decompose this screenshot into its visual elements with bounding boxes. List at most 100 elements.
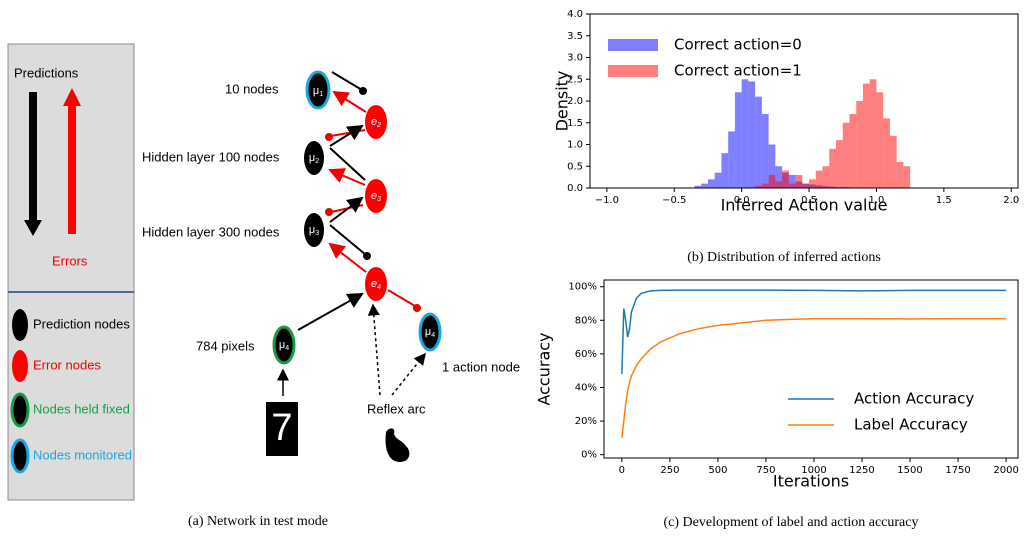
legend-swatch (608, 39, 658, 51)
y-tick-label: 3.0 (567, 53, 583, 64)
histogram-bar (829, 149, 836, 188)
connection (330, 244, 366, 272)
y-axis-label: Density (553, 71, 572, 132)
layer-label: 784 pixels (196, 338, 255, 353)
histogram-bar (903, 166, 910, 188)
x-tick-label: 1500 (897, 465, 922, 476)
histogram-bar (876, 92, 883, 188)
panel-a: Predictions Errors Prediction nodes Erro… (8, 44, 520, 529)
connection (332, 72, 362, 90)
histogram-bar (883, 118, 890, 188)
histogram-bar (735, 92, 742, 188)
legend-text: Errors (52, 253, 88, 268)
node-index: 4 (431, 332, 435, 339)
layer-label: 1 action node (442, 359, 520, 374)
connection (330, 198, 362, 222)
x-tick-label: 500 (708, 465, 727, 476)
histogram-bar (796, 175, 803, 188)
caption: (a) Network in test mode (188, 514, 328, 529)
connection (298, 294, 362, 330)
histogram-bar (897, 162, 904, 188)
histogram-bar (715, 173, 722, 188)
y-tick-label: 100% (568, 282, 597, 293)
histogram-bar (748, 81, 755, 188)
y-tick-label: 0.0 (567, 183, 583, 194)
histogram-bar (775, 181, 782, 188)
node-index: 4 (377, 284, 381, 291)
histogram-bar (870, 79, 877, 188)
histogram-bar (755, 97, 762, 188)
connection-end (325, 133, 333, 141)
histogram-bar (701, 184, 708, 188)
histogram-bar (856, 101, 863, 188)
histogram-bar (836, 140, 843, 188)
legend-node (12, 309, 28, 341)
histogram-bar (721, 153, 728, 188)
histogram-bar (863, 84, 870, 188)
legend-text: Predictions (14, 65, 79, 80)
legend-text: Nodes held fixed (33, 401, 130, 416)
figure: Predictions Errors Prediction nodes Erro… (0, 0, 1024, 537)
x-tick-label: 1.5 (936, 195, 952, 206)
histogram-bar (728, 131, 735, 188)
caption: (c) Development of label and action accu… (664, 515, 919, 530)
layer-label: Hidden layer 100 nodes (142, 149, 280, 164)
legend-text: Nodes monitored (33, 447, 132, 462)
node-index: 4 (285, 345, 289, 352)
x-tick-label: 0 (619, 465, 625, 476)
caption: (b) Distribution of inferred actions (687, 250, 881, 265)
connection-end (325, 208, 333, 216)
x-tick-label: 1750 (945, 465, 970, 476)
connection-end (359, 87, 367, 95)
node-index: 3 (377, 196, 381, 203)
reflex-arrow (392, 354, 425, 395)
legend-swatch (608, 65, 658, 77)
histogram-bar (789, 184, 796, 188)
legend-text: Prediction nodes (33, 316, 130, 331)
layer-label: Reflex arc (367, 401, 426, 416)
x-tick-label: 250 (660, 465, 679, 476)
y-tick-label: 40% (575, 382, 597, 393)
chart: −1.0−0.50.00.51.01.52.00.00.51.01.52.02.… (553, 9, 1020, 265)
histogram-bar (849, 114, 856, 188)
line (622, 290, 1006, 374)
x-tick-label: −1.0 (595, 195, 619, 206)
node-index: 3 (315, 230, 319, 237)
histogram-bar (762, 114, 769, 188)
x-tick-label: 2000 (993, 465, 1018, 476)
connection (330, 225, 366, 255)
legend-node (12, 394, 28, 426)
layer-label: Hidden layer 300 nodes (142, 224, 280, 239)
x-tick-label: −0.5 (662, 195, 686, 206)
histogram-bar (890, 136, 897, 188)
connection (330, 148, 365, 180)
y-tick-label: 0.5 (567, 161, 583, 172)
y-tick-label: 60% (575, 349, 597, 360)
histogram-bar (769, 175, 776, 188)
node-index: 1 (319, 91, 323, 98)
y-tick-label: 1.0 (567, 140, 583, 151)
connection (334, 92, 366, 112)
reflex-arrow (373, 305, 380, 395)
x-axis-label: Inferred Action value (721, 196, 888, 215)
page: Predictions Errors Prediction nodes Erro… (0, 0, 1024, 537)
y-tick-label: 0% (581, 450, 597, 461)
x-tick-label: 2.0 (1003, 195, 1019, 206)
histogram-bar (708, 179, 715, 188)
legend-label: Action Accuracy (854, 390, 974, 408)
x-tick-label: 1250 (849, 465, 874, 476)
node-index: 2 (376, 122, 381, 129)
digit: 7 (271, 407, 292, 449)
legend-node (12, 440, 28, 472)
histogram-bar (816, 171, 823, 188)
legend-label: Label Accuracy (854, 416, 968, 434)
legend-text: Error nodes (33, 357, 101, 372)
connection-end (363, 252, 371, 260)
histogram-bar (762, 184, 769, 188)
y-tick-label: 3.5 (567, 31, 583, 42)
histogram-bar (802, 184, 809, 188)
histogram-bar (782, 171, 789, 188)
connection (388, 290, 415, 306)
x-axis-label: Iterations (773, 472, 849, 491)
